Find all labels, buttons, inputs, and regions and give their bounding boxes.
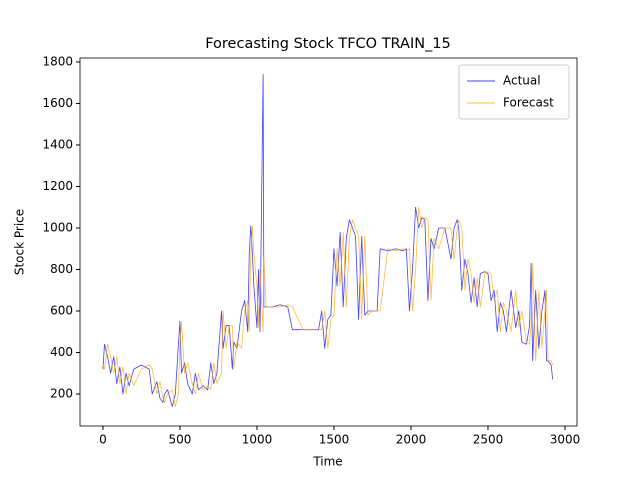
y-axis-label: Stock Price — [13, 209, 27, 275]
y-tick-label: 1200 — [42, 179, 73, 193]
legend-label: Forecast — [503, 96, 554, 110]
y-tick-label: 1800 — [42, 54, 73, 68]
plot-frame — [79, 57, 578, 427]
x-tick-label: 500 — [169, 433, 192, 447]
x-tick-label: 1500 — [319, 433, 350, 447]
legend-frame — [458, 64, 570, 120]
legend: Actual Forecast — [458, 64, 570, 120]
y-tick-label: 600 — [50, 304, 73, 318]
x-tick-label: 2500 — [473, 433, 504, 447]
y-tick-label: 200 — [50, 387, 73, 401]
data-line — [102, 206, 554, 407]
y-tick-label: 1600 — [42, 96, 73, 110]
y-tick-label: 1400 — [42, 137, 73, 151]
x-tick-label: 1000 — [242, 433, 273, 447]
data-line — [102, 74, 554, 407]
x-tick-label: 3000 — [550, 433, 581, 447]
y-tick-label: 400 — [50, 345, 73, 359]
x-axis-label: Time — [312, 455, 342, 469]
y-tick-label: 800 — [50, 262, 73, 276]
y-tick-label: 1000 — [42, 220, 73, 234]
legend-label: Actual — [503, 74, 541, 88]
x-tick-label: 0 — [99, 433, 107, 447]
chart-title: Forecasting Stock TFCO TRAIN_15 — [205, 36, 451, 52]
x-tick-label: 2000 — [396, 433, 427, 447]
